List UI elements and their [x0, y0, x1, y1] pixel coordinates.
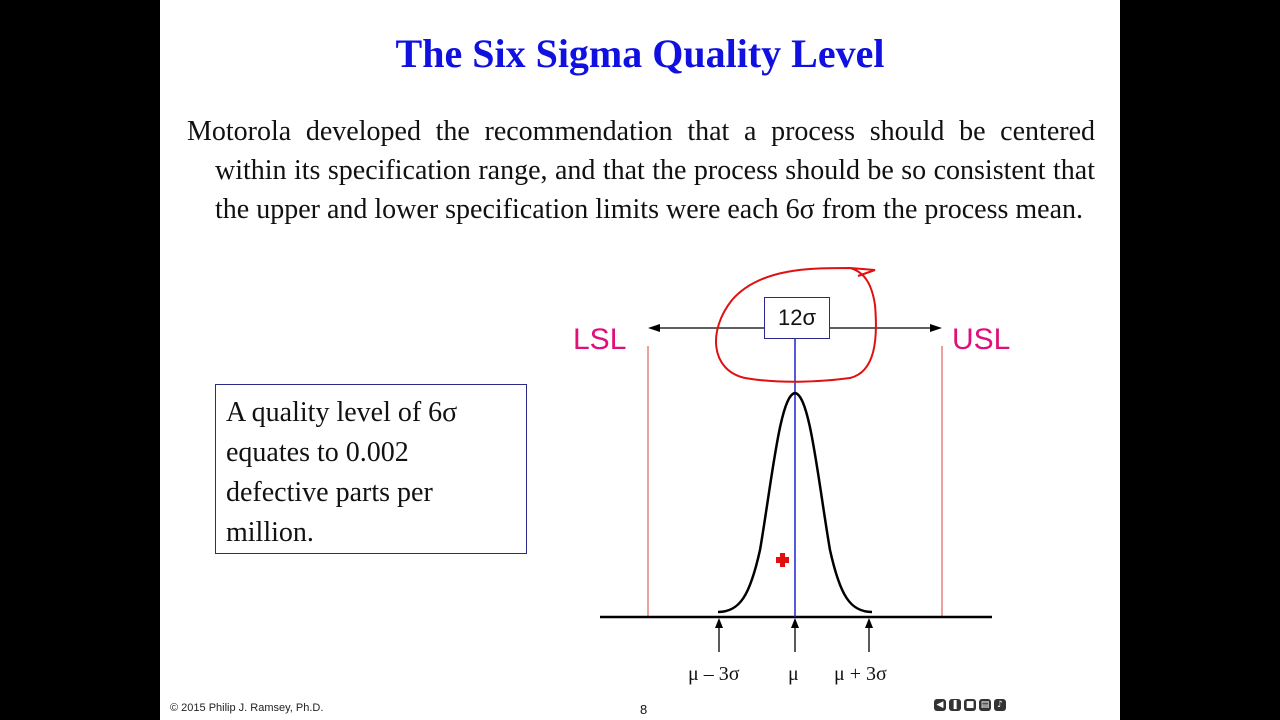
lsl-label: LSL: [573, 323, 627, 356]
document-icon[interactable]: ▤: [979, 699, 991, 711]
footer-copyright: © 2015 Philip J. Ramsey, Ph.D.: [170, 702, 324, 714]
slide-title: The Six Sigma Quality Level: [395, 31, 885, 76]
page-number: 8: [640, 702, 648, 717]
red-annotation-circle: [715, 267, 877, 383]
range-arrow-right-head: [930, 324, 942, 332]
red-plus-horizontal: [776, 557, 789, 563]
range-arrow-left-head: [648, 324, 660, 332]
quality-level-box: A quality level of 6σ equates to 0.002 d…: [215, 384, 527, 554]
range-label-box: 12σ: [764, 297, 830, 339]
usl-label: USL: [952, 323, 1011, 356]
slideshow-controls: ◀ ❚ ■ ▤ ♪: [934, 699, 1006, 711]
back-icon[interactable]: ◀: [934, 699, 946, 711]
tick-arrow-plus-head: [865, 618, 873, 628]
slide: The Six Sigma Quality Level Motorola dev…: [160, 0, 1120, 720]
pause-icon[interactable]: ❚: [949, 699, 961, 711]
tick-arrow-mean-head: [791, 618, 799, 628]
bell-curve: [717, 391, 873, 614]
tick-label-mean: μ: [788, 663, 799, 685]
tick-label-plus-3sigma: μ + 3σ: [834, 663, 887, 685]
normal-distribution-diagram: [600, 267, 992, 652]
slide-body-text: Motorola developed the recommendation th…: [187, 116, 1095, 225]
tick-label-minus-3sigma: μ – 3σ: [688, 663, 740, 685]
tick-arrow-minus-head: [715, 618, 723, 628]
volume-icon[interactable]: ♪: [994, 699, 1006, 711]
stop-icon[interactable]: ■: [964, 699, 976, 711]
